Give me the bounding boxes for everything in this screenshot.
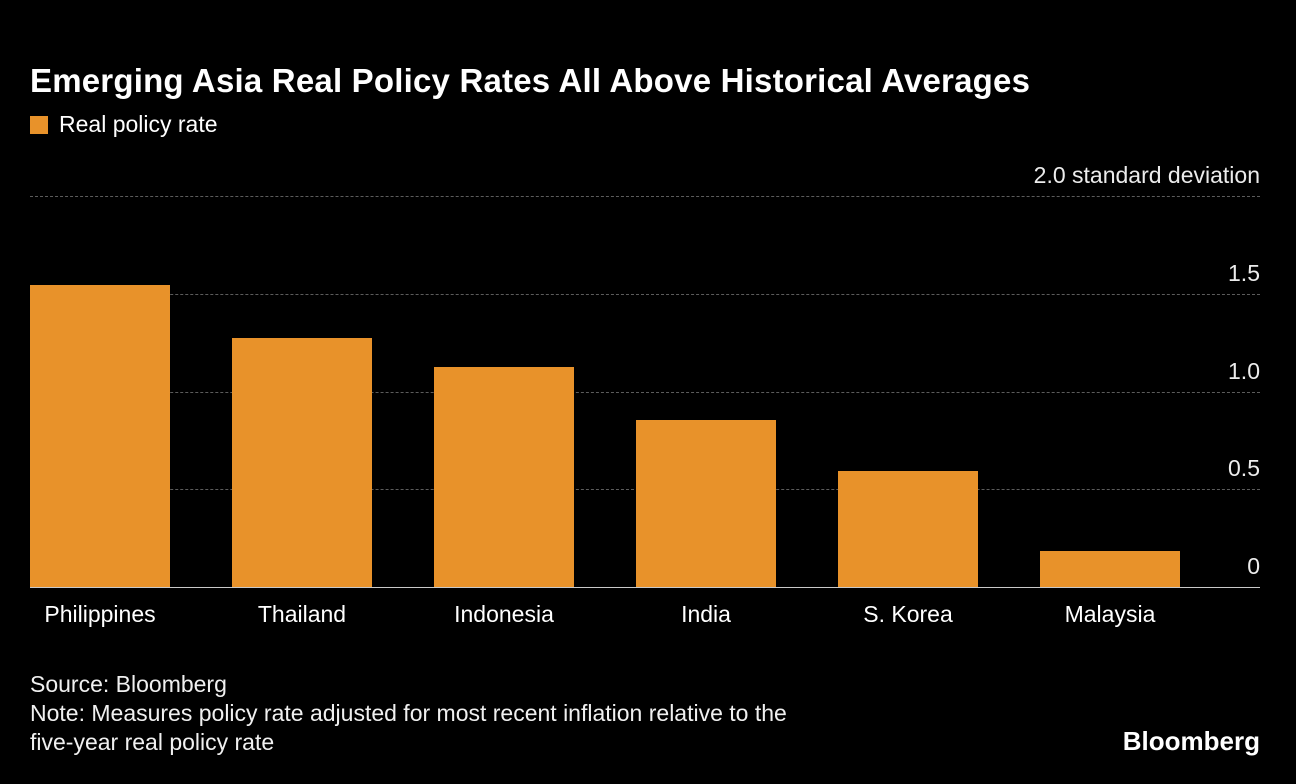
x-axis-label: Philippines — [44, 601, 156, 627]
bloomberg-logo: Bloomberg — [1122, 726, 1260, 756]
legend-swatch — [30, 115, 48, 134]
legend-label: Real policy rate — [59, 111, 218, 137]
bar-s-korea — [838, 470, 978, 588]
source-note: Source: Bloomberg Note: Measures policy … — [30, 670, 787, 757]
x-axis-label: Thailand — [257, 601, 347, 627]
gridline — [30, 293, 1260, 295]
plot-area: 0 0.5 1.0 1.5 2.0 standard deviation Philippi… — [30, 162, 1260, 627]
bar-philippines — [30, 284, 170, 588]
bar-malaysia — [1040, 550, 1180, 588]
y-tick-label: 1.0 — [1228, 357, 1260, 384]
y-tick-label: 0.5 — [1228, 455, 1260, 482]
y-tick-label: 2.0 standard deviation — [1033, 162, 1260, 188]
bar-india — [636, 419, 776, 588]
x-axis-label: S. Korea — [863, 601, 953, 627]
gridline — [30, 196, 1260, 197]
bar-thailand — [232, 337, 372, 588]
chart-title: Emerging Asia Real Policy Rates All Abov… — [30, 62, 1031, 100]
bar-indonesia — [434, 367, 574, 588]
source-line: Source: Bloomberg — [30, 671, 227, 697]
note-line-2: five-year real policy rate — [30, 729, 275, 755]
y-tick-label: 0 — [1247, 553, 1260, 579]
x-axis-label: India — [681, 601, 731, 627]
y-tick-label: 1.5 — [1228, 259, 1260, 286]
legend: Real policy rate — [30, 111, 218, 138]
note-line-1: Note: Measures policy rate adjusted for … — [30, 700, 787, 726]
gridline — [30, 391, 1260, 393]
x-axis-label: Malaysia — [1064, 601, 1156, 627]
x-axis-label: Indonesia — [454, 601, 554, 627]
x-axis-line — [30, 587, 1260, 588]
